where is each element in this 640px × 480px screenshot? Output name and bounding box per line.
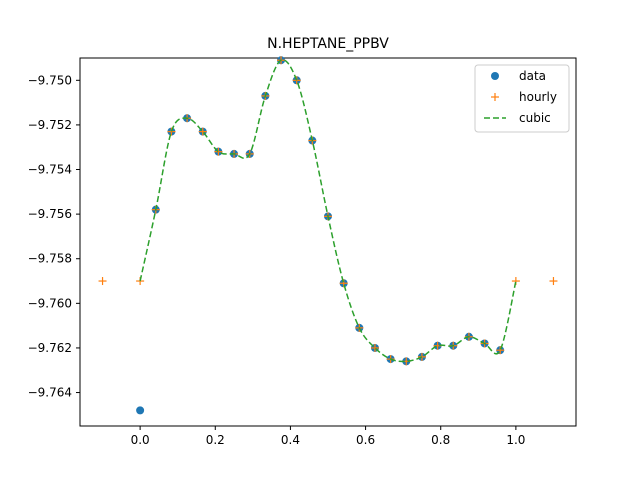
legend-label-data: data — [519, 69, 546, 83]
x-tick-label: 0.8 — [431, 433, 450, 447]
y-tick-label: −9.762 — [28, 341, 72, 355]
x-axis: 0.0 0.2 0.4 0.6 0.8 1.0 — [131, 426, 525, 447]
data-point — [136, 406, 145, 415]
plot-area-frame — [79, 57, 577, 427]
x-tick-label: 0.6 — [356, 433, 375, 447]
hourly-point — [214, 147, 223, 156]
y-tick-label: −9.756 — [28, 207, 72, 221]
y-tick-label: −9.760 — [28, 296, 72, 310]
x-tick-label: 0.4 — [281, 433, 300, 447]
x-tick-label: 1.0 — [506, 433, 525, 447]
hourly-point — [198, 127, 207, 136]
y-tick-label: −9.758 — [28, 252, 72, 266]
cubic-line — [139, 59, 517, 363]
series-layer — [98, 56, 558, 415]
legend-label-cubic: cubic — [519, 111, 551, 125]
y-tick-label: −9.750 — [28, 73, 72, 87]
chart-title: N.HEPTANE_PPBV — [267, 36, 389, 52]
x-tick-label: 0.2 — [206, 433, 225, 447]
hourly-point — [98, 277, 107, 286]
y-axis: −9.764 −9.762 −9.760 −9.758 −9.756 −9.754 −9.7… — [28, 73, 80, 400]
legend-label-hourly: hourly — [519, 90, 557, 104]
legend: data hourly cubic — [474, 64, 570, 133]
y-tick-label: −9.754 — [28, 163, 72, 177]
legend-box — [474, 64, 570, 133]
hourly-point — [496, 346, 505, 355]
legend-marker-data — [491, 72, 499, 80]
x-tick-label: 0.0 — [131, 433, 150, 447]
y-tick-label: −9.752 — [28, 118, 72, 132]
hourly-point — [549, 277, 558, 286]
y-tick-label: −9.764 — [28, 386, 72, 400]
hourly-point — [370, 343, 379, 352]
hourly-point — [167, 127, 176, 136]
